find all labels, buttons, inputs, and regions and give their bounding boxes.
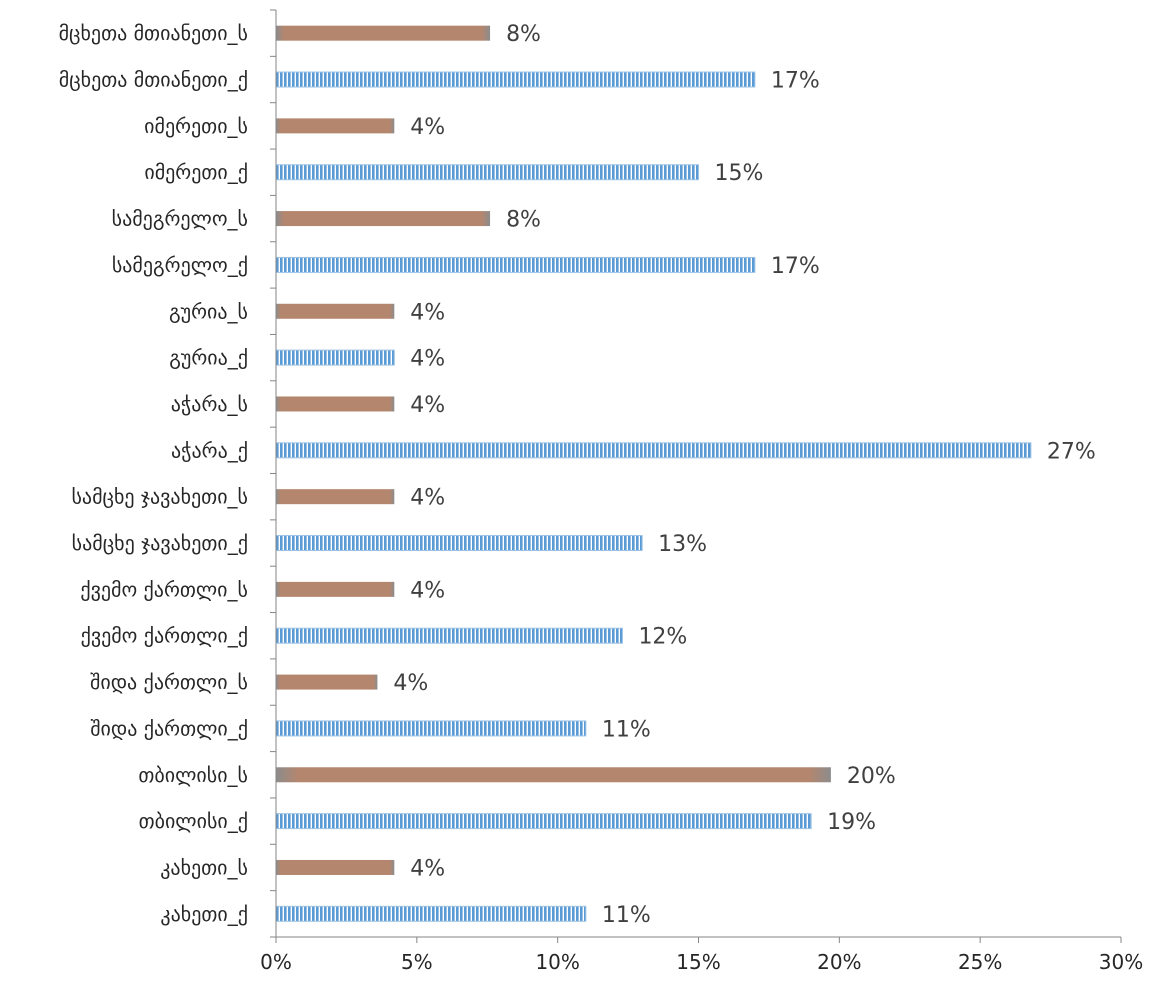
data-label: 4% bbox=[410, 486, 445, 511]
data-label: 17% bbox=[771, 254, 820, 279]
data-label: 4% bbox=[393, 671, 428, 696]
category-label: შიდა ქართლი_ს bbox=[90, 670, 248, 694]
data-label: 4% bbox=[410, 300, 445, 325]
data-label: 19% bbox=[827, 810, 876, 835]
x-tick-label: 0% bbox=[260, 950, 292, 974]
data-label: 4% bbox=[410, 347, 445, 372]
data-label: 4% bbox=[410, 856, 445, 881]
category-label: თბილისი_ქ bbox=[139, 809, 248, 833]
bar bbox=[276, 396, 395, 412]
data-label: 17% bbox=[771, 69, 820, 94]
category-label: კახეთი_ს bbox=[160, 855, 248, 879]
bar bbox=[276, 489, 395, 505]
bar bbox=[276, 303, 395, 319]
data-label: 4% bbox=[410, 578, 445, 603]
category-label: გურია_ს bbox=[169, 299, 248, 323]
x-tick-label: 10% bbox=[535, 950, 579, 974]
category-label: იმერეთი_ქ bbox=[144, 160, 248, 184]
data-label: 11% bbox=[602, 717, 651, 742]
bar bbox=[276, 767, 831, 783]
bars-layer bbox=[275, 25, 1032, 922]
data-label: 8% bbox=[506, 22, 541, 47]
category-label: იმერეთი_ს bbox=[144, 114, 248, 138]
category-label: მცხეთა მთიანეთი_ს bbox=[59, 21, 248, 45]
x-tick-label: 30% bbox=[1099, 950, 1143, 974]
category-label: გურია_ქ bbox=[169, 346, 248, 370]
category-label: აჭარა_ს bbox=[171, 392, 248, 416]
category-label: აჭარა_ქ bbox=[171, 438, 248, 462]
bar bbox=[276, 118, 395, 134]
data-label: 8% bbox=[506, 208, 541, 233]
bar bbox=[276, 906, 586, 922]
category-label: ქვემო ქართლი_ს bbox=[80, 577, 248, 601]
x-tick-label: 15% bbox=[676, 950, 720, 974]
data-label: 13% bbox=[658, 532, 707, 557]
bar bbox=[276, 25, 491, 41]
data-label: 27% bbox=[1047, 439, 1096, 464]
category-label: სამცხე ჯავახეთი_ქ bbox=[72, 531, 248, 555]
bar bbox=[276, 813, 812, 829]
data-label: 4% bbox=[410, 115, 445, 140]
axes bbox=[270, 9, 1122, 943]
data-label: 4% bbox=[410, 393, 445, 418]
bar bbox=[276, 72, 755, 88]
bar bbox=[276, 674, 378, 690]
category-label: კახეთი_ქ bbox=[160, 902, 248, 926]
x-tick-label: 20% bbox=[817, 950, 861, 974]
bar bbox=[276, 164, 699, 180]
bar bbox=[276, 628, 623, 644]
category-label: თბილისი_ს bbox=[138, 763, 248, 787]
x-tick-label: 25% bbox=[958, 950, 1002, 974]
labels-layer: 0% 5% 10% 15% 20% 25% 30% კახეთი_ქ 11% კახეთი_ს 4%… bbox=[59, 21, 1144, 974]
bar bbox=[276, 442, 1031, 458]
data-label: 12% bbox=[638, 625, 687, 650]
bar bbox=[276, 350, 395, 366]
category-label: ქვემო ქართლი_ქ bbox=[81, 624, 248, 648]
data-label: 11% bbox=[602, 903, 651, 928]
bar bbox=[276, 535, 643, 551]
bar bbox=[276, 257, 755, 273]
category-label: სამეგრელო_ს bbox=[112, 207, 248, 231]
category-label: სამცხე ჯავახეთი_ს bbox=[71, 485, 248, 509]
bar bbox=[276, 211, 491, 227]
category-label: მცხეთა მთიანეთი_ქ bbox=[59, 68, 248, 92]
bar bbox=[276, 859, 395, 875]
category-label: შიდა ქართლი_ქ bbox=[90, 716, 248, 740]
data-label: 15% bbox=[715, 161, 764, 186]
category-label: სამეგრელო_ქ bbox=[112, 253, 248, 277]
bar bbox=[276, 581, 395, 597]
bar bbox=[276, 720, 586, 736]
data-label: 20% bbox=[847, 764, 896, 789]
x-tick-label: 5% bbox=[401, 950, 433, 974]
